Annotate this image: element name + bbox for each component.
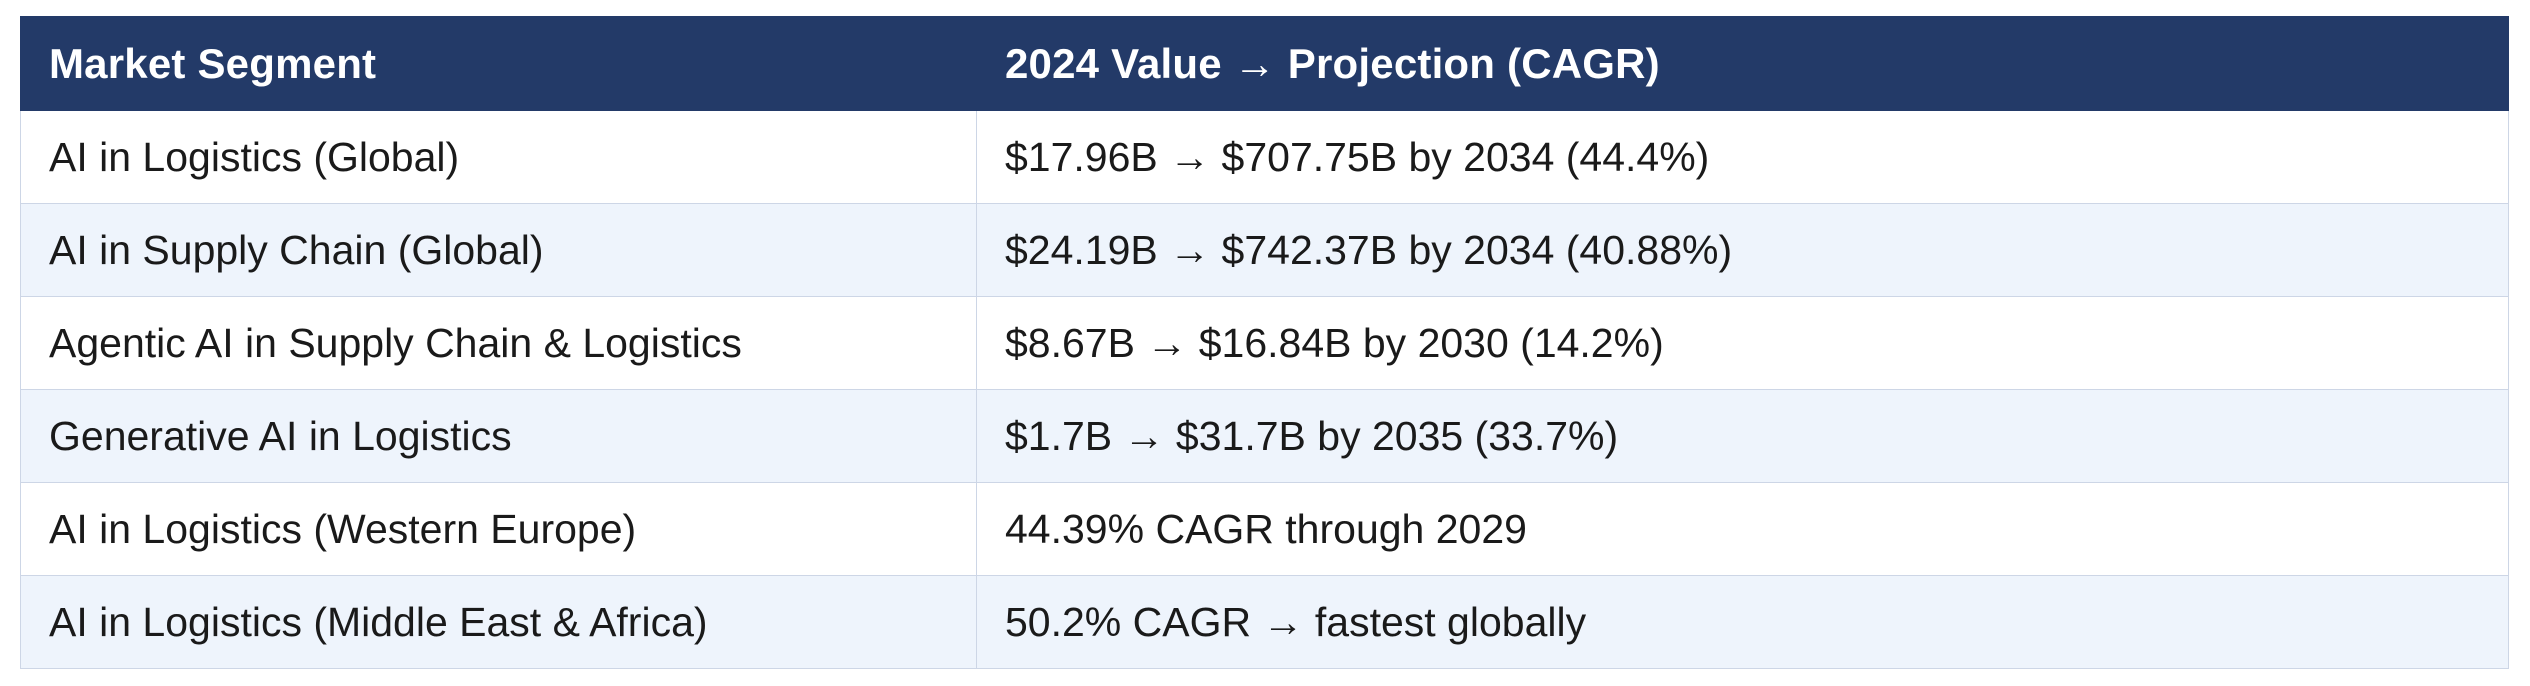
- table-row: AI in Supply Chain (Global) $24.19B → $7…: [20, 203, 2509, 297]
- column-header-market-segment: Market Segment: [20, 16, 977, 111]
- projection-cell: 44.39% CAGR through 2029: [976, 482, 2509, 576]
- market-segment-table: Market Segment 2024 Value → Projection (…: [20, 16, 2509, 669]
- projection-cell: 50.2% CAGR → fastest globally: [976, 575, 2509, 669]
- table-body: AI in Logistics (Global) $17.96B → $707.…: [20, 110, 2509, 669]
- projection-cell: $24.19B → $742.37B by 2034 (40.88%): [976, 203, 2509, 297]
- projection-cell: $1.7B → $31.7B by 2035 (33.7%): [976, 389, 2509, 483]
- market-table-container: Market Segment 2024 Value → Projection (…: [20, 16, 2509, 669]
- segment-cell: AI in Logistics (Middle East & Africa): [20, 575, 977, 669]
- table-row: AI in Logistics (Western Europe) 44.39% …: [20, 482, 2509, 576]
- table-header: Market Segment 2024 Value → Projection (…: [20, 16, 2509, 111]
- projection-cell: $8.67B → $16.84B by 2030 (14.2%): [976, 296, 2509, 390]
- table-row: Generative AI in Logistics $1.7B → $31.7…: [20, 389, 2509, 483]
- segment-cell: Generative AI in Logistics: [20, 389, 977, 483]
- column-header-value-projection: 2024 Value → Projection (CAGR): [976, 16, 2509, 111]
- segment-cell: AI in Logistics (Global): [20, 110, 977, 204]
- segment-cell: AI in Supply Chain (Global): [20, 203, 977, 297]
- segment-cell: AI in Logistics (Western Europe): [20, 482, 977, 576]
- table-row: AI in Logistics (Middle East & Africa) 5…: [20, 575, 2509, 669]
- projection-cell: $17.96B → $707.75B by 2034 (44.4%): [976, 110, 2509, 204]
- segment-cell: Agentic AI in Supply Chain & Logistics: [20, 296, 977, 390]
- table-row: Agentic AI in Supply Chain & Logistics $…: [20, 296, 2509, 390]
- table-row: AI in Logistics (Global) $17.96B → $707.…: [20, 110, 2509, 204]
- header-row: Market Segment 2024 Value → Projection (…: [20, 16, 2509, 111]
